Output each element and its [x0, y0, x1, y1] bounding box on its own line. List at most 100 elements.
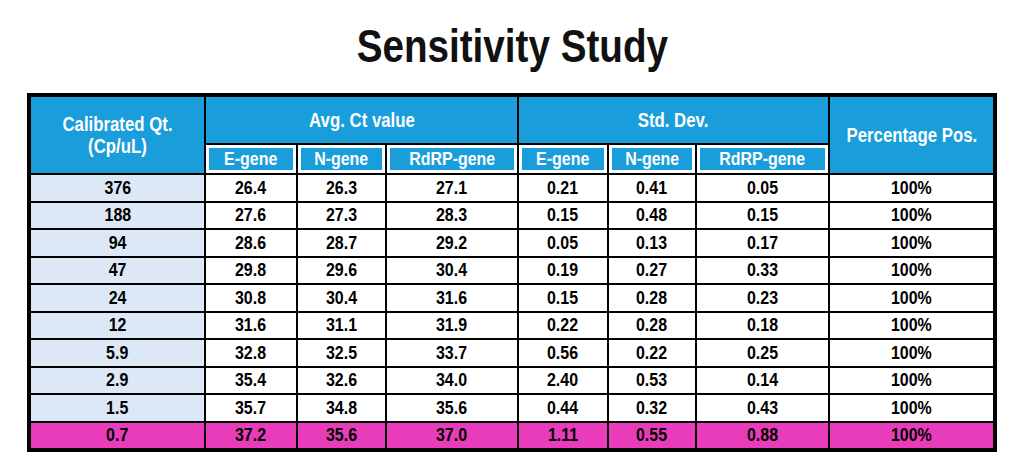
cell-text: 100% [891, 177, 932, 199]
cell-text: 26.4 [235, 177, 266, 199]
value-cell: 100% [829, 257, 995, 285]
cell-text: 0.88 [747, 424, 778, 446]
percentage-pos-header: Percentage Pos. [829, 95, 995, 174]
cell-text: 35.6 [436, 397, 467, 419]
value-cell: 29.8 [205, 257, 297, 285]
table-row: 4729.829.630.40.190.270.33100% [29, 257, 995, 285]
cell-text: 31.6 [235, 314, 266, 336]
cell-text: 27.3 [326, 204, 357, 226]
calibrated-qt-cell: 5.9 [29, 339, 205, 367]
cell-text: 12 [109, 314, 127, 336]
avg-ct-n-gene-header-text: N-gene [314, 148, 368, 170]
cell-text: 34.8 [326, 397, 357, 419]
value-cell: 1.11 [518, 422, 608, 451]
table-row: 1231.631.131.90.220.280.18100% [29, 312, 995, 340]
cell-text: 0.23 [747, 287, 778, 309]
value-cell: 28.7 [297, 229, 386, 257]
value-cell: 28.3 [386, 202, 518, 230]
cell-text: 27.1 [436, 177, 467, 199]
value-cell: 2.40 [518, 367, 608, 395]
cell-text: 29.2 [436, 232, 467, 254]
cell-text: 30.4 [436, 259, 467, 281]
value-cell: 0.22 [608, 339, 696, 367]
cell-text: 0.17 [747, 232, 778, 254]
cell-text: 100% [891, 259, 932, 281]
value-cell: 35.6 [386, 394, 518, 422]
avg-ct-group-header-text: Avg. Ct value [309, 109, 415, 132]
calibrated-qt-cell: 1.5 [29, 394, 205, 422]
value-cell: 0.41 [608, 174, 696, 202]
value-cell: 31.9 [386, 312, 518, 340]
value-cell: 0.88 [696, 422, 829, 451]
value-cell: 30.8 [205, 284, 297, 312]
cell-text: 2.40 [547, 369, 578, 391]
value-cell: 26.4 [205, 174, 297, 202]
sensitivity-table: Calibrated Qt. (Cp/uL) Avg. Ct value Std… [27, 93, 997, 452]
value-cell: 0.18 [696, 312, 829, 340]
cell-text: 0.55 [636, 424, 667, 446]
value-cell: 29.6 [297, 257, 386, 285]
calibrated-qt-cell: 2.9 [29, 367, 205, 395]
value-cell: 0.55 [608, 422, 696, 451]
cell-text: 376 [104, 177, 131, 199]
cell-text: 0.43 [747, 397, 778, 419]
cell-text: 0.14 [747, 369, 778, 391]
table-row: 2430.830.431.60.150.280.23100% [29, 284, 995, 312]
table-row: 37626.426.327.10.210.410.05100% [29, 174, 995, 202]
value-cell: 0.23 [696, 284, 829, 312]
std-dev-n-gene-header: N-gene [608, 144, 696, 174]
value-cell: 0.13 [608, 229, 696, 257]
value-cell: 26.3 [297, 174, 386, 202]
cell-text: 0.13 [636, 232, 667, 254]
value-cell: 100% [829, 229, 995, 257]
table-row: 0.737.235.637.01.110.550.88100% [29, 422, 995, 451]
std-dev-rdrp-gene-header-text: RdRP-gene [719, 148, 805, 170]
avg-ct-group-header: Avg. Ct value [205, 95, 518, 144]
cell-text: 100% [891, 287, 932, 309]
cell-text: 0.33 [747, 259, 778, 281]
value-cell: 0.44 [518, 394, 608, 422]
cell-text: 0.05 [547, 232, 578, 254]
cell-text: 31.9 [436, 314, 467, 336]
value-cell: 35.7 [205, 394, 297, 422]
cell-text: 188 [104, 204, 131, 226]
value-cell: 0.32 [608, 394, 696, 422]
cell-text: 28.7 [326, 232, 357, 254]
cell-text: 100% [891, 232, 932, 254]
value-cell: 0.43 [696, 394, 829, 422]
cell-text: 35.7 [235, 397, 266, 419]
calibrated-qt-header-line2: (Cp/uL) [45, 135, 190, 157]
cell-text: 31.6 [436, 287, 467, 309]
calibrated-qt-cell: 24 [29, 284, 205, 312]
table-row: 18827.627.328.30.150.480.15100% [29, 202, 995, 230]
value-cell: 28.6 [205, 229, 297, 257]
value-cell: 0.14 [696, 367, 829, 395]
cell-text: 100% [891, 314, 932, 336]
calibrated-qt-cell: 0.7 [29, 422, 205, 451]
cell-text: 0.18 [747, 314, 778, 336]
value-cell: 34.8 [297, 394, 386, 422]
value-cell: 0.15 [518, 284, 608, 312]
cell-text: 31.1 [326, 314, 357, 336]
value-cell: 31.6 [386, 284, 518, 312]
cell-text: 0.25 [747, 342, 778, 364]
value-cell: 29.2 [386, 229, 518, 257]
value-cell: 35.6 [297, 422, 386, 451]
value-cell: 0.53 [608, 367, 696, 395]
avg-ct-e-gene-header: E-gene [205, 144, 297, 174]
value-cell: 32.5 [297, 339, 386, 367]
value-cell: 100% [829, 174, 995, 202]
value-cell: 34.0 [386, 367, 518, 395]
value-cell: 0.25 [696, 339, 829, 367]
value-cell: 0.22 [518, 312, 608, 340]
avg-ct-rdrp-gene-header: RdRP-gene [386, 144, 518, 174]
cell-text: 30.4 [326, 287, 357, 309]
table-row: 1.5 35.7 34.8 35.6 0.440.32 0.43 100% [29, 394, 995, 422]
cell-text: 0.53 [636, 369, 667, 391]
cell-text: 100% [891, 397, 932, 419]
value-cell: 0.15 [696, 202, 829, 230]
cell-text: 0.15 [547, 287, 578, 309]
calibrated-qt-cell: 94 [29, 229, 205, 257]
table-header: Calibrated Qt. (Cp/uL) Avg. Ct value Std… [29, 95, 995, 174]
cell-text: 29.6 [326, 259, 357, 281]
